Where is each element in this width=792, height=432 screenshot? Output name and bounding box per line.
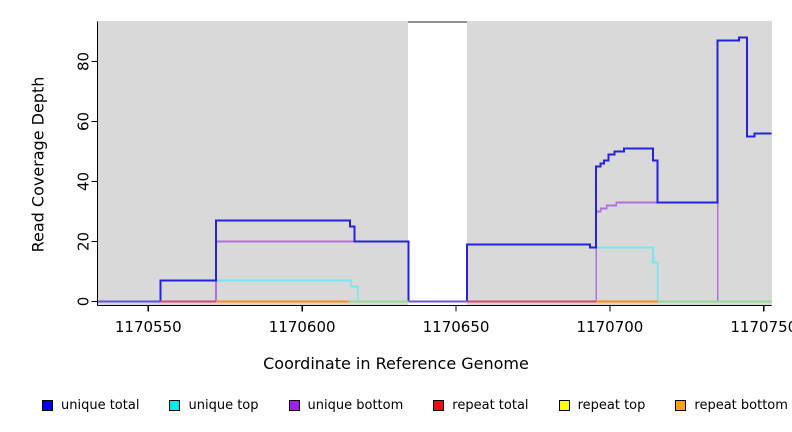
legend-swatch [169,400,181,411]
y-tick-label: 0 [75,297,93,307]
legend-swatch [288,400,300,411]
y-tick-label: 60 [75,112,93,131]
y-tick-label: 80 [75,52,93,71]
legend-label: unique total [61,398,140,413]
legend-swatch [558,400,570,411]
x-tick-label: 1170600 [269,318,336,336]
legend-item-unique-top: unique top [169,398,259,413]
legend-item-repeat-top: repeat top [558,398,646,413]
legend-swatch [433,400,445,411]
legend-label: unique bottom [307,398,404,413]
y-axis-title: Read Coverage Depth [28,76,48,253]
y-tick-label: 20 [75,232,93,251]
y-tick-label: 40 [75,172,93,191]
missing-data-region [408,21,467,306]
x-tick-label: 1170750 [730,318,792,336]
legend-label: unique top [188,398,259,413]
x-tick-label: 1170550 [115,318,182,336]
x-tick-label: 1170650 [423,318,490,336]
legend-item-unique-bottom: unique bottom [288,398,404,413]
legend-item-repeat-total: repeat total [433,398,529,413]
legend-label: repeat total [452,398,529,413]
x-axis-title: Coordinate in Reference Genome [263,354,529,373]
legend-swatch [42,400,53,411]
legend-item-unique-total: unique total [42,398,139,413]
legend-swatch [675,400,687,411]
x-tick-label: 1170700 [577,318,644,336]
legend-label: repeat top [577,398,646,413]
legend-label: repeat bottom [694,398,788,413]
legend: unique total unique top unique bottom repea… [42,398,788,413]
legend-item-repeat-bottom: repeat bottom [675,398,788,413]
